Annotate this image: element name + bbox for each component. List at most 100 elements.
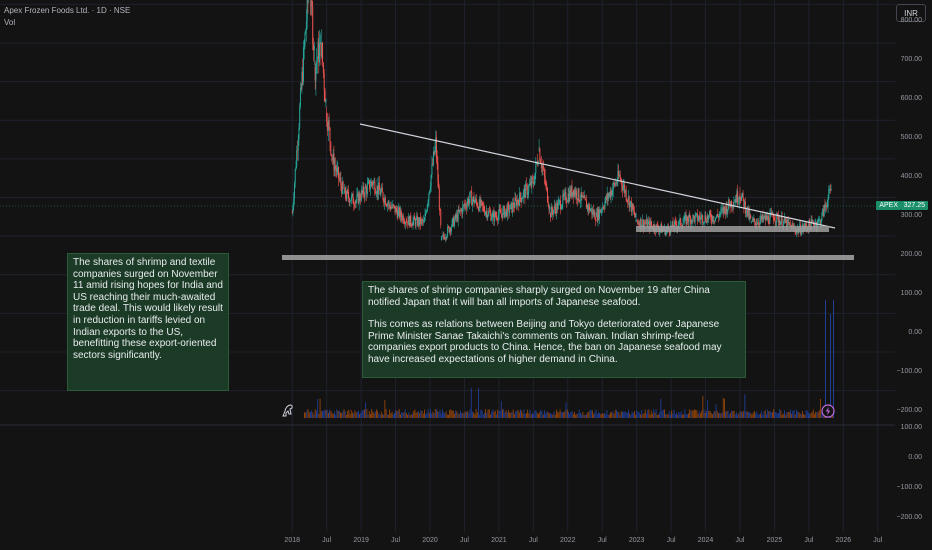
volume-bar	[677, 414, 679, 418]
volume-bar	[718, 413, 719, 418]
candle-body	[784, 217, 786, 223]
candle-body	[743, 198, 745, 208]
volume-bar	[786, 412, 788, 418]
candle-body	[548, 206, 550, 210]
volume-bar	[392, 414, 394, 418]
candle-body	[520, 197, 522, 203]
volume-bar	[376, 409, 377, 418]
candle-body	[506, 204, 508, 217]
candle-body	[323, 73, 325, 91]
volume-bar	[799, 413, 801, 418]
candle-body	[497, 214, 499, 221]
candle-body	[692, 215, 694, 223]
volume-bar	[472, 411, 473, 418]
volume-bar	[559, 409, 561, 418]
volume-bar	[779, 409, 781, 418]
volume-legend[interactable]: Vol	[4, 18, 16, 27]
resistance-band[interactable]	[636, 226, 829, 232]
volume-bar	[430, 409, 431, 418]
volume-bar	[709, 410, 711, 418]
candle-body	[539, 148, 541, 161]
candle-body	[741, 196, 743, 201]
candle-body	[778, 220, 780, 223]
support-band[interactable]	[282, 255, 854, 260]
volume-bar	[564, 411, 566, 418]
candle-body	[728, 199, 730, 206]
annotation-right[interactable]: The shares of shrimp companies sharply s…	[362, 281, 746, 378]
y-tick-label: −100.00	[896, 368, 923, 375]
volume-bar	[646, 413, 647, 418]
candle-body	[360, 190, 362, 201]
candle-body	[333, 153, 335, 171]
y-tick-label: 300.00	[900, 212, 922, 219]
candle-body	[388, 201, 390, 204]
candle-body	[299, 87, 301, 107]
candle-body	[557, 201, 559, 210]
volume-bar	[643, 413, 645, 418]
candle-body	[772, 212, 774, 218]
candle-body	[638, 223, 640, 225]
annotation-left[interactable]: The shares of shrimp and textile compani…	[67, 253, 229, 391]
volume-bar	[808, 412, 809, 418]
volume-bar	[654, 412, 656, 418]
dino-logo-icon[interactable]	[280, 402, 296, 418]
volume-bar	[694, 409, 695, 418]
candle-body	[408, 216, 410, 227]
candle-body	[570, 186, 572, 197]
candle-body	[612, 189, 614, 196]
candle-body	[459, 209, 461, 211]
candle-body	[363, 186, 365, 195]
candle-body	[298, 127, 300, 140]
candle-body	[458, 209, 460, 212]
volume-bar	[623, 412, 625, 418]
volume-bar	[743, 411, 745, 418]
candle-body	[616, 182, 618, 184]
candle-body	[473, 196, 475, 204]
volume-bar	[781, 414, 783, 418]
volume-bar	[335, 414, 337, 418]
volume-bar	[490, 414, 491, 418]
volume-bar	[480, 409, 482, 418]
candle-body	[494, 212, 496, 217]
volume-bar	[775, 412, 777, 418]
x-tick-label: Jul	[528, 537, 538, 544]
candle-body	[715, 217, 717, 222]
volume-bar	[713, 412, 715, 418]
volume-bar	[668, 411, 670, 418]
candle-body	[773, 217, 775, 222]
volume-bar	[583, 414, 585, 418]
candle-body	[452, 217, 454, 223]
candle-body	[589, 209, 591, 212]
volume-bar	[557, 411, 559, 418]
candle-body	[463, 204, 465, 207]
candle-body	[368, 180, 370, 182]
trendline[interactable]	[359, 123, 836, 229]
x-tick-label: Jul	[804, 537, 814, 544]
candle-body	[783, 217, 785, 221]
volume-bar	[780, 410, 782, 418]
volume-bar	[664, 409, 665, 418]
currency-button[interactable]: INR	[896, 4, 926, 22]
candle-body	[811, 219, 813, 222]
volume-bar	[440, 413, 442, 418]
candle-body	[447, 226, 449, 236]
symbol-title[interactable]: Apex Frozen Foods Ltd. · 1D · NSE	[4, 6, 131, 15]
volume-bar	[536, 412, 538, 418]
lightning-icon[interactable]	[821, 404, 835, 418]
volume-bar	[331, 412, 333, 418]
candle-body	[297, 139, 299, 151]
volume-bar	[449, 410, 451, 418]
volume-bar	[420, 409, 422, 418]
volume-bar	[391, 411, 393, 418]
volume-bar	[358, 410, 359, 418]
volume-bar	[632, 413, 634, 418]
volume-bar	[629, 413, 631, 418]
volume-bar	[508, 409, 509, 418]
candle-body	[336, 167, 338, 172]
volume-bar	[697, 413, 699, 418]
candle-body	[395, 207, 397, 213]
volume-bar	[616, 410, 617, 418]
candle-body	[579, 200, 581, 202]
candle-body	[812, 221, 814, 223]
